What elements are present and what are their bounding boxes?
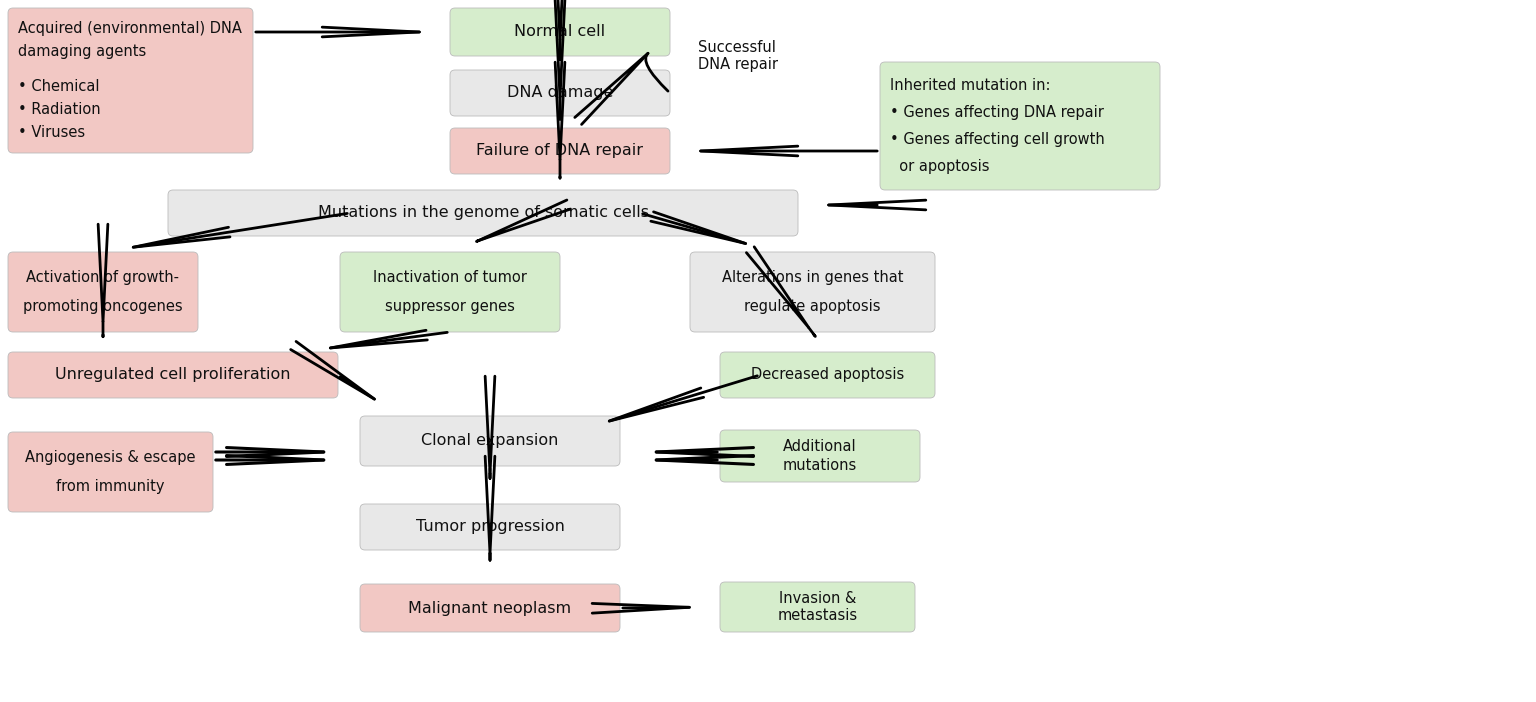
Text: • Genes affecting DNA repair: • Genes affecting DNA repair xyxy=(889,105,1104,120)
FancyBboxPatch shape xyxy=(359,584,621,632)
Text: Decreased apoptosis: Decreased apoptosis xyxy=(751,368,905,383)
Text: Inactivation of tumor: Inactivation of tumor xyxy=(373,270,527,285)
Text: Unregulated cell proliferation: Unregulated cell proliferation xyxy=(55,368,290,383)
Text: Activation of growth-: Activation of growth- xyxy=(26,270,180,285)
FancyBboxPatch shape xyxy=(690,252,935,332)
Text: regulate apoptosis: regulate apoptosis xyxy=(745,299,880,314)
FancyBboxPatch shape xyxy=(8,432,214,512)
Text: Angiogenesis & escape: Angiogenesis & escape xyxy=(25,450,195,465)
Text: Invasion &: Invasion & xyxy=(779,590,856,606)
Text: Additional: Additional xyxy=(783,439,857,454)
FancyBboxPatch shape xyxy=(339,252,561,332)
FancyBboxPatch shape xyxy=(450,70,670,116)
Text: from immunity: from immunity xyxy=(57,479,164,494)
Text: • Genes affecting cell growth: • Genes affecting cell growth xyxy=(889,132,1104,147)
Text: Acquired (environmental) DNA: Acquired (environmental) DNA xyxy=(18,21,241,37)
Text: or apoptosis: or apoptosis xyxy=(889,159,989,173)
Text: promoting oncogenes: promoting oncogenes xyxy=(23,299,183,314)
Text: Alterations in genes that: Alterations in genes that xyxy=(722,270,903,285)
FancyBboxPatch shape xyxy=(8,352,338,398)
FancyBboxPatch shape xyxy=(359,416,621,466)
Text: metastasis: metastasis xyxy=(777,609,857,623)
Text: damaging agents: damaging agents xyxy=(18,44,146,59)
Text: Malignant neoplasm: Malignant neoplasm xyxy=(409,600,571,616)
FancyBboxPatch shape xyxy=(720,352,935,398)
Text: Failure of DNA repair: Failure of DNA repair xyxy=(476,143,644,159)
Text: Mutations in the genome of somatic cells: Mutations in the genome of somatic cells xyxy=(318,206,648,220)
FancyBboxPatch shape xyxy=(720,582,915,632)
Text: Inherited mutation in:: Inherited mutation in: xyxy=(889,79,1051,93)
Text: DNA damage: DNA damage xyxy=(507,86,613,100)
Text: Normal cell: Normal cell xyxy=(515,25,605,39)
Text: mutations: mutations xyxy=(783,458,857,472)
Text: Successful
DNA repair: Successful DNA repair xyxy=(697,40,779,72)
FancyBboxPatch shape xyxy=(450,8,670,56)
FancyBboxPatch shape xyxy=(880,62,1160,190)
Text: Clonal expansion: Clonal expansion xyxy=(421,434,559,449)
FancyBboxPatch shape xyxy=(8,252,198,332)
Text: • Chemical: • Chemical xyxy=(18,79,100,94)
FancyBboxPatch shape xyxy=(8,8,253,153)
Text: • Viruses: • Viruses xyxy=(18,125,84,140)
FancyBboxPatch shape xyxy=(450,128,670,174)
FancyBboxPatch shape xyxy=(167,190,799,236)
Text: • Radiation: • Radiation xyxy=(18,102,101,117)
FancyBboxPatch shape xyxy=(720,430,920,482)
FancyBboxPatch shape xyxy=(359,504,621,550)
Text: suppressor genes: suppressor genes xyxy=(386,299,515,314)
Text: Tumor progression: Tumor progression xyxy=(416,519,564,534)
